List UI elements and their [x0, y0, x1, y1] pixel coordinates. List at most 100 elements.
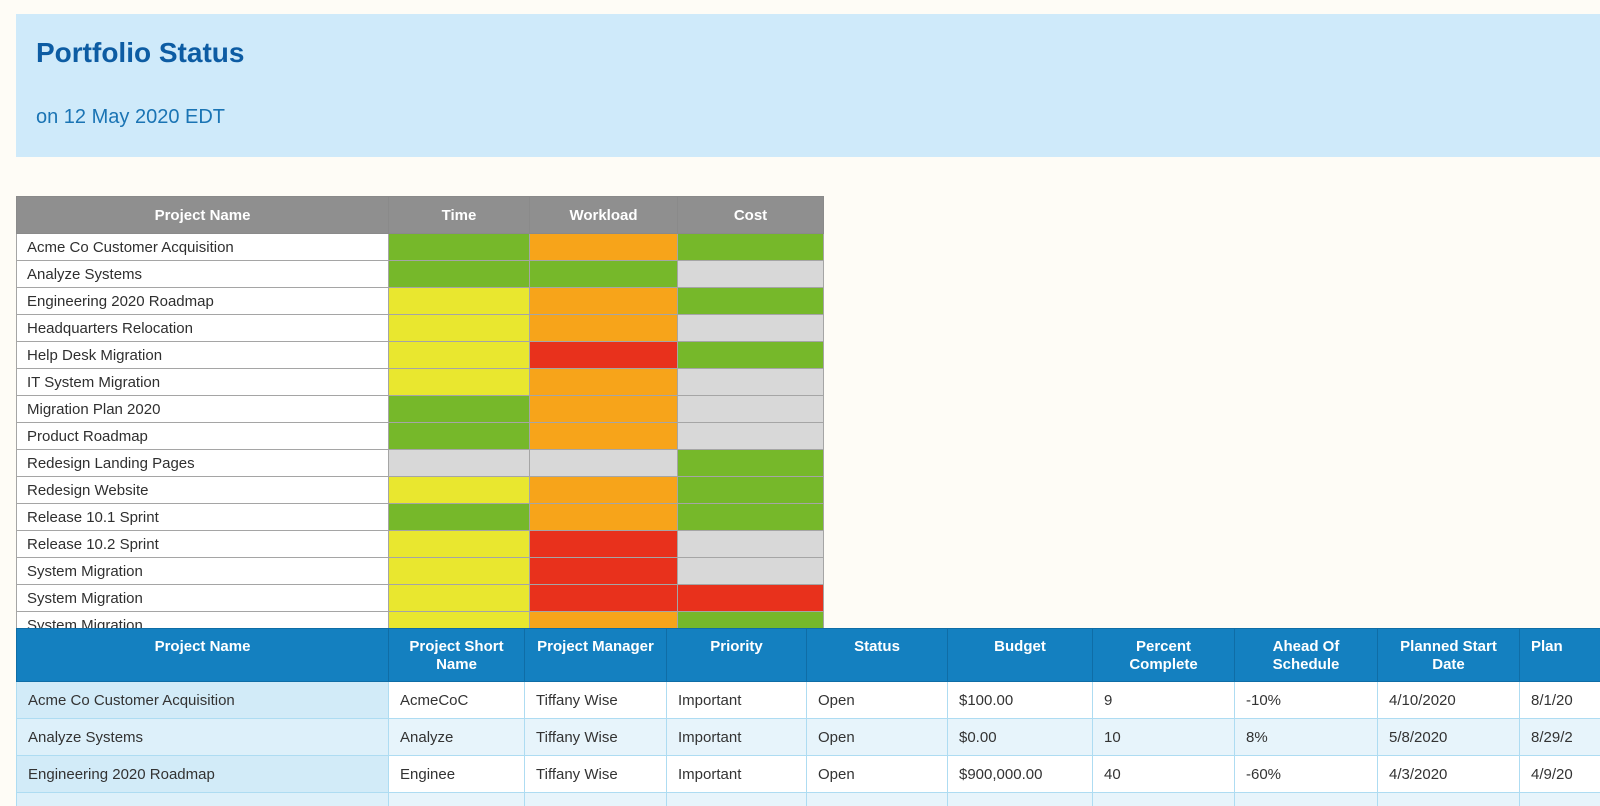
planned-start-date-cell: 4/10/2020: [1377, 681, 1520, 719]
project-name-cell: Headquarters Relocation: [16, 314, 389, 342]
col-header-percent-complete: Percent Complete: [1092, 628, 1235, 682]
status-row[interactable]: Release 10.2 Sprint: [16, 530, 824, 558]
project-name-cell: Acme Co Customer Acquisition: [16, 233, 389, 261]
detail-row[interactable]: Acme Co Customer Acquisition AcmeCoC Tif…: [16, 681, 1600, 719]
budget-cell: $900,000.00: [947, 755, 1093, 793]
project-name-cell: Engineering 2020 Roadmap: [16, 287, 389, 315]
workload-status-cell: [529, 314, 678, 342]
time-status-cell: [388, 530, 530, 558]
workload-status-cell: [529, 449, 678, 477]
priority-cell: Important: [666, 681, 807, 719]
time-status-cell: [388, 395, 530, 423]
workload-status-cell: [529, 422, 678, 450]
page-title: Portfolio Status: [36, 37, 245, 68]
status-row[interactable]: Headquarters Relocation: [16, 314, 824, 342]
detail-table-header-row: Project Name Project Short Name Project …: [16, 628, 1600, 682]
detail-row[interactable]: Engineering 2020 Roadmap Enginee Tiffany…: [16, 755, 1600, 793]
col-header-status: Status: [806, 628, 948, 682]
workload-status-cell: [529, 233, 678, 261]
project-name-cell: Analyze Systems: [16, 718, 389, 756]
col-header-planned-start-date: Planned Start Date: [1377, 628, 1520, 682]
status-row[interactable]: Release 10.1 Sprint: [16, 503, 824, 531]
cost-status-cell: [677, 584, 824, 612]
time-status-cell: [388, 314, 530, 342]
planned-start-date-cell: 5/8/2020: [1377, 718, 1520, 756]
ahead-of-schedule-cell: -10%: [1234, 681, 1378, 719]
status-row[interactable]: Migration Plan 2020: [16, 395, 824, 423]
budget-cell: $100.00: [947, 681, 1093, 719]
detail-row-partial: [16, 792, 1600, 806]
project-name-cell: Analyze Systems: [16, 260, 389, 288]
workload-status-cell: [529, 530, 678, 558]
project-short-name-cell: AcmeCoC: [388, 681, 525, 719]
status-row[interactable]: System Migration: [16, 584, 824, 612]
status-row[interactable]: IT System Migration: [16, 368, 824, 396]
col-header-cost: Cost: [677, 196, 824, 234]
priority-cell: Important: [666, 755, 807, 793]
status-row[interactable]: Product Roadmap: [16, 422, 824, 450]
col-header-priority: Priority: [666, 628, 807, 682]
report-date: on 12 May 2020 EDT: [36, 106, 225, 128]
col-header-workload: Workload: [529, 196, 678, 234]
project-manager-cell: Tiffany Wise: [524, 755, 667, 793]
cost-status-cell: [677, 368, 824, 396]
workload-status-cell: [529, 368, 678, 396]
col-header-time: Time: [388, 196, 530, 234]
time-status-cell: [388, 449, 530, 477]
status-row[interactable]: System Migration: [16, 557, 824, 585]
col-header-project-name: Project Name: [16, 196, 389, 234]
project-name-cell: Redesign Website: [16, 476, 389, 504]
status-table-header-row: Project Name Time Workload Cost: [16, 196, 824, 234]
col-header-project-short-name: Project Short Name: [388, 628, 525, 682]
time-status-cell: [388, 368, 530, 396]
cost-status-cell: [677, 260, 824, 288]
col-header-project-name: Project Name: [16, 628, 389, 682]
time-status-cell: [388, 341, 530, 369]
project-manager-cell: Tiffany Wise: [524, 718, 667, 756]
detail-row[interactable]: Analyze Systems Analyze Tiffany Wise Imp…: [16, 718, 1600, 756]
project-manager-cell: Tiffany Wise: [524, 681, 667, 719]
budget-cell: $0.00: [947, 718, 1093, 756]
cost-status-cell: [677, 476, 824, 504]
status-row[interactable]: Analyze Systems: [16, 260, 824, 288]
cost-status-cell: [677, 233, 824, 261]
project-name-cell: Product Roadmap: [16, 422, 389, 450]
status-row[interactable]: Help Desk Migration: [16, 341, 824, 369]
project-name-cell: Redesign Landing Pages: [16, 449, 389, 477]
status-row[interactable]: Engineering 2020 Roadmap: [16, 287, 824, 315]
ahead-of-schedule-cell: 8%: [1234, 718, 1378, 756]
project-name-cell: Migration Plan 2020: [16, 395, 389, 423]
planned-end-date-cell: 8/29/2: [1519, 718, 1600, 756]
cost-status-cell: [677, 395, 824, 423]
cost-status-cell: [677, 449, 824, 477]
workload-status-cell: [529, 260, 678, 288]
status-row[interactable]: Acme Co Customer Acquisition: [16, 233, 824, 261]
time-status-cell: [388, 260, 530, 288]
percent-complete-cell: 40: [1092, 755, 1235, 793]
status-cell: Open: [806, 681, 948, 719]
project-name-cell: System Migration: [16, 557, 389, 585]
time-status-cell: [388, 422, 530, 450]
workload-status-cell: [529, 341, 678, 369]
status-row[interactable]: Redesign Website: [16, 476, 824, 504]
project-short-name-cell: Enginee: [388, 755, 525, 793]
col-header-ahead-of-schedule: Ahead Of Schedule: [1234, 628, 1378, 682]
col-header-budget: Budget: [947, 628, 1093, 682]
planned-end-date-cell: 4/9/20: [1519, 755, 1600, 793]
time-status-cell: [388, 503, 530, 531]
workload-status-cell: [529, 503, 678, 531]
workload-status-cell: [529, 476, 678, 504]
status-cell: Open: [806, 718, 948, 756]
col-header-planned-clipped: Plan: [1519, 628, 1600, 682]
project-short-name-cell: Analyze: [388, 718, 525, 756]
time-status-cell: [388, 584, 530, 612]
ahead-of-schedule-cell: -60%: [1234, 755, 1378, 793]
report-banner: Portfolio Status on 12 May 2020 EDT: [16, 14, 1600, 157]
planned-end-date-cell: 8/1/20: [1519, 681, 1600, 719]
cost-status-cell: [677, 287, 824, 315]
project-name-cell: Release 10.1 Sprint: [16, 503, 389, 531]
status-row[interactable]: Redesign Landing Pages: [16, 449, 824, 477]
planned-start-date-cell: 4/3/2020: [1377, 755, 1520, 793]
cost-status-cell: [677, 530, 824, 558]
